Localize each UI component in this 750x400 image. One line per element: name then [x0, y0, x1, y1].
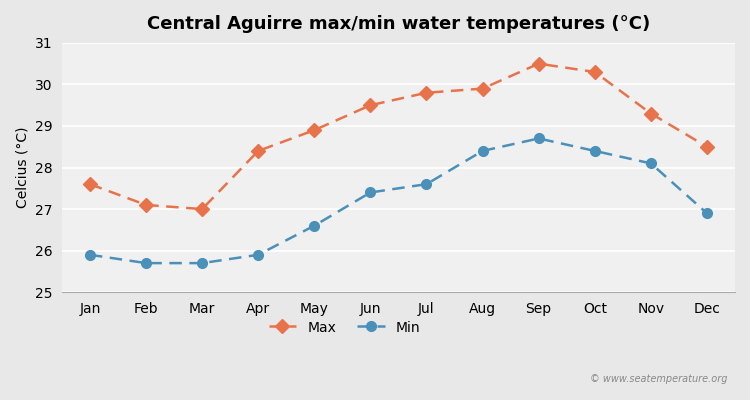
Min [142, 261, 151, 266]
Min [646, 161, 656, 166]
Max [534, 61, 543, 66]
Max [422, 90, 431, 95]
Min [534, 136, 543, 141]
Y-axis label: Celcius (°C): Celcius (°C) [15, 127, 29, 208]
Max [310, 128, 319, 132]
Max [478, 86, 487, 91]
Min [310, 223, 319, 228]
Legend: Max, Min: Max, Min [263, 315, 426, 340]
Title: Central Aguirre max/min water temperatures (°C): Central Aguirre max/min water temperatur… [147, 15, 650, 33]
Max [86, 182, 94, 186]
Min [254, 252, 262, 257]
Min [422, 182, 431, 186]
Min [703, 211, 712, 216]
Text: © www.seatemperature.org: © www.seatemperature.org [590, 374, 728, 384]
Min [86, 252, 94, 257]
Max [590, 70, 599, 74]
Max [366, 103, 375, 108]
Max [254, 148, 262, 153]
Min [590, 148, 599, 153]
Max [703, 144, 712, 149]
Min [478, 148, 487, 153]
Max [198, 207, 207, 212]
Line: Min: Min [85, 134, 712, 268]
Max [142, 202, 151, 207]
Max [646, 111, 656, 116]
Min [198, 261, 207, 266]
Min [366, 190, 375, 195]
Line: Max: Max [85, 59, 712, 214]
